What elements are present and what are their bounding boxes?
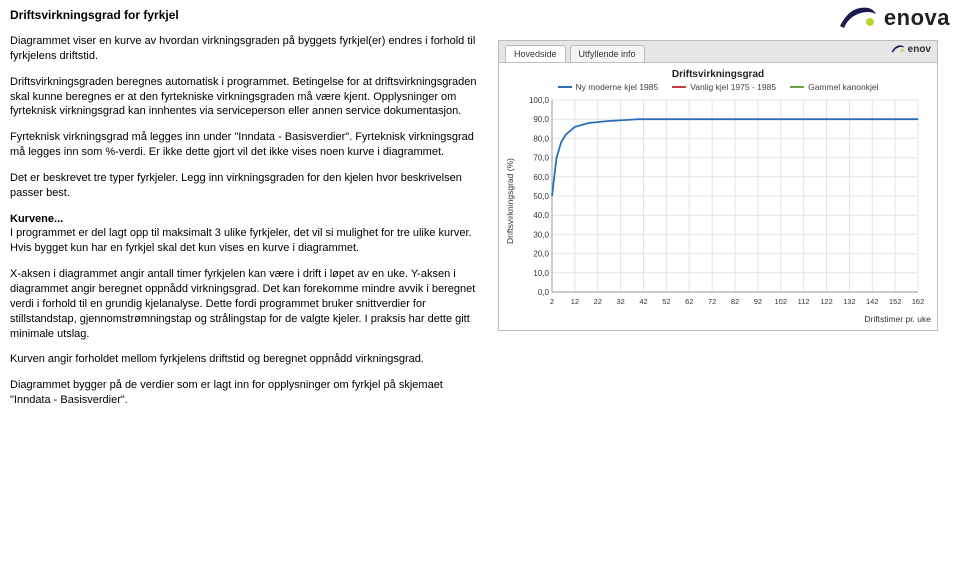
- svg-text:12: 12: [571, 297, 579, 306]
- svg-text:142: 142: [866, 297, 879, 306]
- svg-text:30,0: 30,0: [533, 230, 549, 239]
- para-2: Driftsvirkningsgraden beregnes automatis…: [10, 75, 480, 120]
- para-4: Det er beskrevet tre typer fyrkjeler. Le…: [10, 171, 480, 201]
- legend-item-2: Vanlig kjel 1975 - 1985: [672, 82, 776, 92]
- svg-text:52: 52: [662, 297, 670, 306]
- svg-text:42: 42: [639, 297, 647, 306]
- svg-text:50,0: 50,0: [533, 192, 549, 201]
- svg-text:72: 72: [708, 297, 716, 306]
- page-title: Driftsvirkningsgrad for fyrkjel: [10, 8, 480, 22]
- svg-text:60,0: 60,0: [533, 173, 549, 182]
- legend-swatch-3: [790, 86, 804, 88]
- svg-text:132: 132: [843, 297, 856, 306]
- para-7: Kurven angir forholdet mellom fyrkjelens…: [10, 352, 480, 367]
- para-8: Diagrammet bygger på de verdier som er l…: [10, 378, 480, 408]
- kurvene-head: Kurvene...: [10, 213, 63, 225]
- legend-item-3: Gammel kanonkjel: [790, 82, 878, 92]
- intro-para: Diagrammet viser en kurve av hvordan vir…: [10, 34, 480, 64]
- svg-text:0,0: 0,0: [538, 288, 550, 297]
- svg-text:102: 102: [774, 297, 787, 306]
- kurvene-body: I programmet er del lagt opp til maksima…: [10, 227, 472, 254]
- svg-text:40,0: 40,0: [533, 211, 549, 220]
- para-6: X-aksen i diagrammet angir antall timer …: [10, 267, 480, 341]
- tab-strip: Hovedside Utfyllende info enov: [499, 41, 937, 63]
- svg-text:122: 122: [820, 297, 833, 306]
- chart-column: Hovedside Utfyllende info enov Driftsvir…: [498, 8, 950, 419]
- text-column: Driftsvirkningsgrad for fyrkjel Diagramm…: [10, 8, 480, 419]
- chart-title: Driftsvirkningsgrad: [499, 63, 937, 82]
- svg-text:82: 82: [731, 297, 739, 306]
- enova-swoosh-icon: [838, 4, 878, 32]
- svg-text:112: 112: [798, 297, 810, 306]
- svg-text:2: 2: [550, 297, 554, 306]
- svg-text:100,0: 100,0: [529, 96, 550, 105]
- svg-text:22: 22: [594, 297, 602, 306]
- brand-logo: enova: [838, 4, 950, 32]
- svg-text:80,0: 80,0: [533, 134, 549, 143]
- chart-plot: 0,0 10,0 20,0 30,0 40,0 50,0 60,0 70,0 80,0 90,0 1…: [517, 96, 931, 306]
- svg-text:90,0: 90,0: [533, 115, 549, 124]
- legend-item-1: Ny moderne kjel 1985: [558, 82, 659, 92]
- svg-text:70,0: 70,0: [533, 154, 549, 163]
- svg-text:10,0: 10,0: [533, 269, 549, 278]
- legend-swatch-2: [672, 86, 686, 88]
- para-3: Fyrteknisk virkningsgrad må legges inn u…: [10, 130, 480, 160]
- svg-text:32: 32: [616, 297, 624, 306]
- y-axis-label: Driftsvirkningsgrad (%): [503, 96, 517, 306]
- chart-svg: 0,0 10,0 20,0 30,0 40,0 50,0 60,0 70,0 80,0 90,0 1…: [517, 96, 931, 306]
- chart-legend: Ny moderne kjel 1985 Vanlig kjel 1975 - …: [499, 82, 937, 96]
- svg-text:152: 152: [889, 297, 902, 306]
- tab-utfyllende[interactable]: Utfyllende info: [570, 45, 645, 62]
- svg-text:20,0: 20,0: [533, 250, 549, 259]
- brand-name: enova: [884, 5, 950, 31]
- kurvene-block: Kurvene... I programmet er del lagt opp …: [10, 212, 480, 257]
- app-screenshot: Hovedside Utfyllende info enov Driftsvir…: [498, 40, 938, 331]
- svg-text:62: 62: [685, 297, 693, 306]
- x-axis-label: Driftstimer pr. uke: [499, 312, 937, 330]
- svg-text:162: 162: [912, 297, 925, 306]
- app-mini-logo: enov: [891, 43, 931, 55]
- svg-text:92: 92: [754, 297, 762, 306]
- tab-hovedside[interactable]: Hovedside: [505, 45, 566, 62]
- legend-swatch-1: [558, 86, 572, 88]
